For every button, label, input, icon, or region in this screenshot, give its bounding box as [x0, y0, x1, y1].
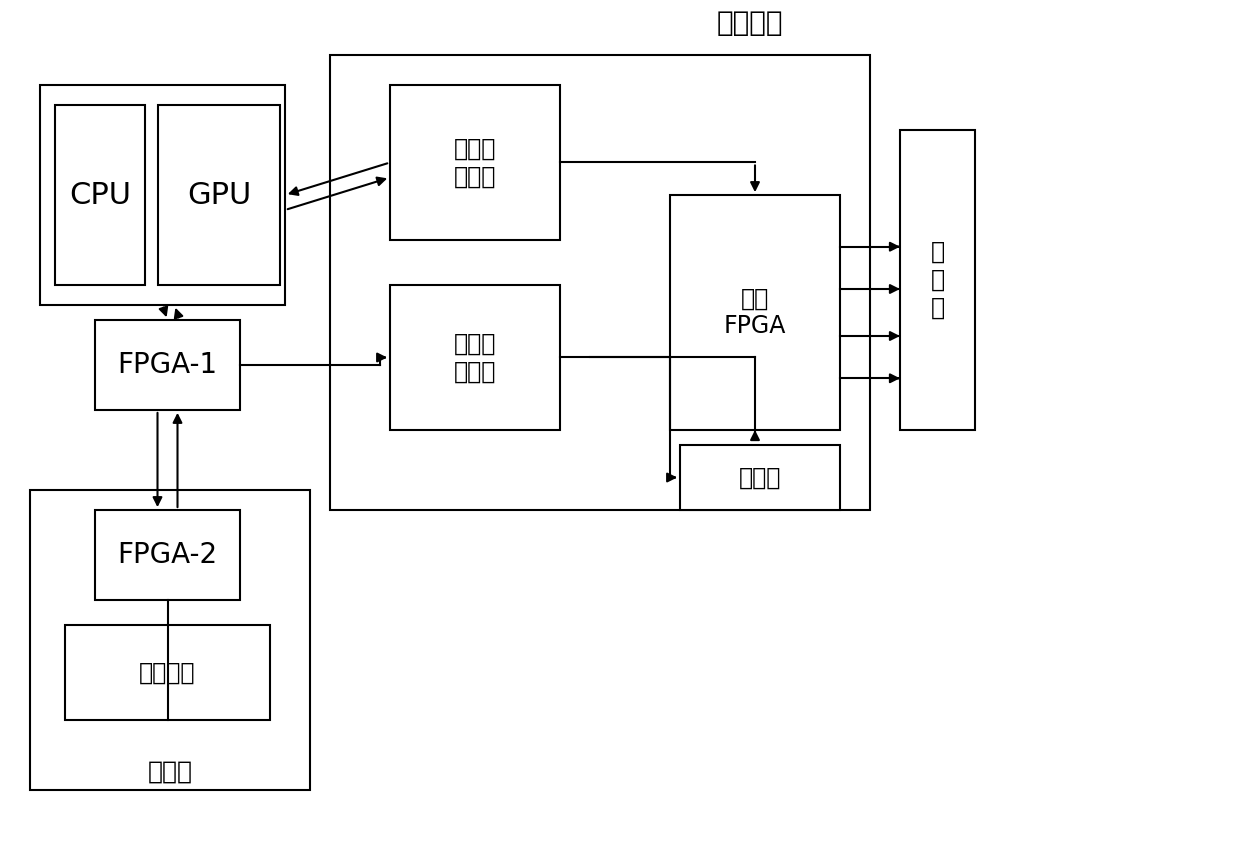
- Text: 显
示
屏: 显 示 屏: [930, 241, 945, 320]
- Bar: [95, 320, 241, 410]
- Text: 视频
FPGA: 视频 FPGA: [724, 286, 786, 339]
- Text: 接口板: 接口板: [148, 760, 192, 784]
- Text: FPGA-2: FPGA-2: [118, 541, 217, 569]
- Bar: [95, 510, 241, 600]
- Bar: [391, 85, 560, 240]
- Bar: [64, 625, 270, 720]
- Text: FPGA-1: FPGA-1: [118, 351, 217, 379]
- Text: 音频编
解码器: 音频编 解码器: [454, 331, 496, 384]
- Bar: [40, 85, 285, 305]
- Text: GPU: GPU: [187, 180, 252, 209]
- Bar: [900, 130, 975, 430]
- Bar: [670, 195, 839, 430]
- Text: 电视主板: 电视主板: [717, 9, 784, 37]
- Bar: [330, 55, 870, 510]
- Bar: [157, 105, 280, 285]
- Bar: [30, 490, 310, 790]
- Bar: [55, 105, 145, 285]
- Text: 扬声器: 扬声器: [739, 466, 781, 490]
- Bar: [680, 445, 839, 510]
- Text: 视频编
解码器: 视频编 解码器: [454, 136, 496, 188]
- Bar: [391, 285, 560, 430]
- Text: CPU: CPU: [69, 180, 131, 209]
- Text: 标准接口: 标准接口: [139, 661, 196, 684]
